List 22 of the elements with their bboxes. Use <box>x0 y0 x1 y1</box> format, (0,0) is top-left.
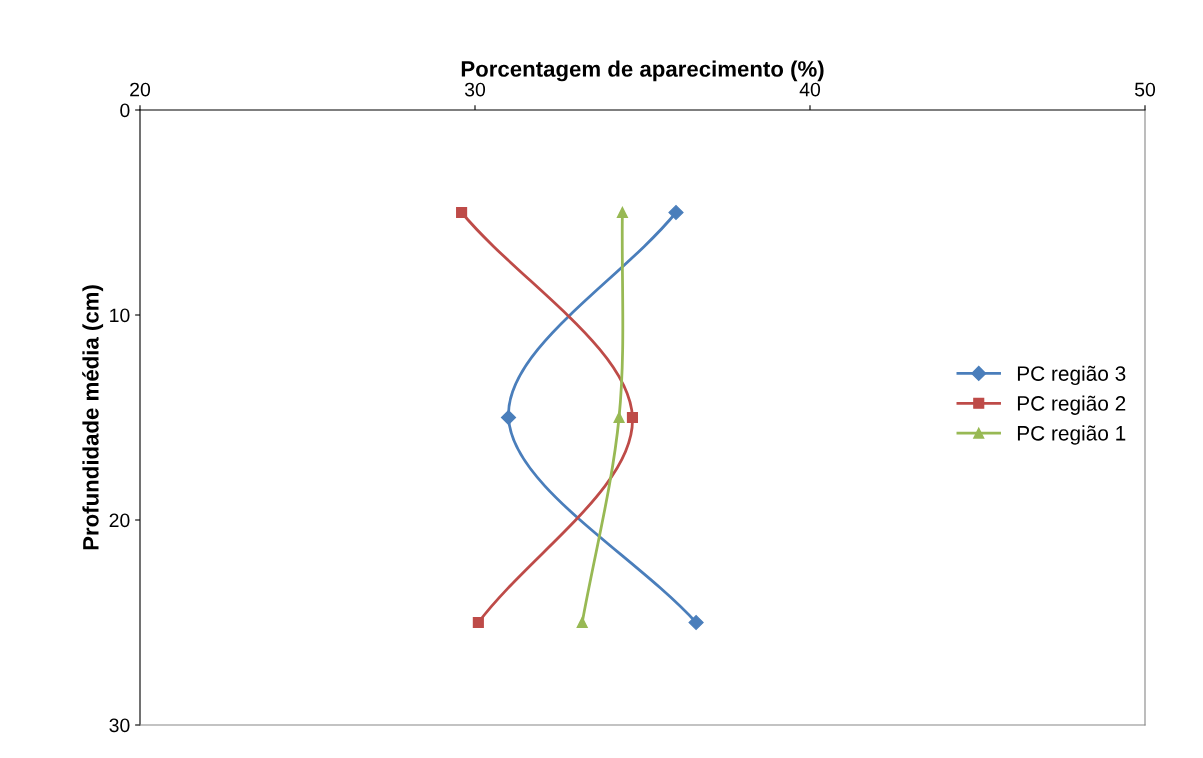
point <box>688 614 704 631</box>
x-axis-title: Porcentagem de aparecimento (%) <box>461 60 824 82</box>
x-tick-label: 40 <box>799 82 821 97</box>
point <box>626 411 639 424</box>
y-tick-label: 30 <box>109 718 130 733</box>
point <box>576 616 588 629</box>
x-tick-label: 50 <box>1134 82 1156 97</box>
point <box>668 204 684 221</box>
x-tick-label: 20 <box>130 82 151 97</box>
legend-label: PC região 1 <box>1017 425 1126 445</box>
point <box>472 616 484 629</box>
point <box>456 206 468 219</box>
y-axis-title: Profundidade média (cm) <box>82 285 104 550</box>
x-tick-label: 30 <box>464 82 486 97</box>
point <box>613 411 625 424</box>
y-tick-label: 10 <box>110 308 130 323</box>
point <box>500 409 517 426</box>
legend-label: PC região 2 <box>1017 395 1126 415</box>
legend-label: PC região 3 <box>1017 365 1126 386</box>
y-tick-label: 20 <box>109 513 130 528</box>
y-tick-label: 0 <box>120 103 130 118</box>
point <box>616 206 628 219</box>
